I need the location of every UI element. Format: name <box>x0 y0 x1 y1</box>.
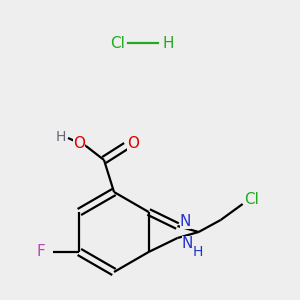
Text: O: O <box>73 136 85 152</box>
Text: N: N <box>182 236 193 250</box>
Text: Cl: Cl <box>111 35 125 50</box>
Text: H: H <box>56 130 66 144</box>
Text: F: F <box>37 244 45 260</box>
Text: N: N <box>180 214 191 229</box>
Text: O: O <box>127 136 139 152</box>
Text: H: H <box>192 245 203 259</box>
Text: H: H <box>162 35 174 50</box>
Text: Cl: Cl <box>244 193 259 208</box>
